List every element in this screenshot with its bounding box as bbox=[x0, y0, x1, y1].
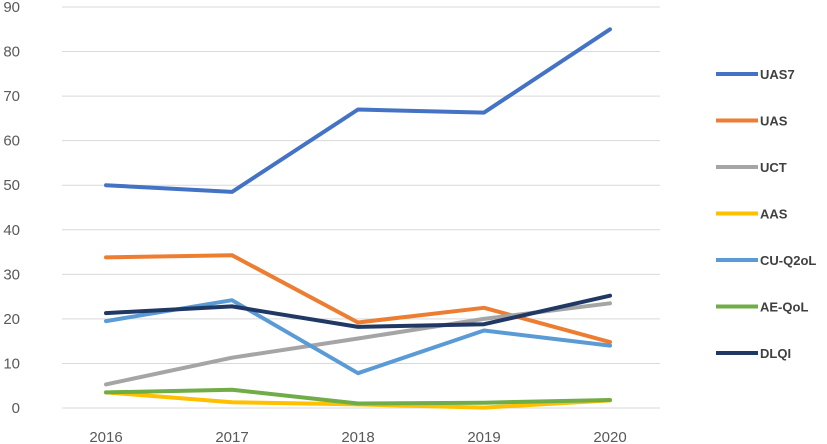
x-tick-label: 2016 bbox=[89, 429, 122, 444]
y-tick-label: 0 bbox=[12, 400, 20, 417]
y-axis-ticks: 0 10 20 30 40 50 60 70 80 90 bbox=[3, 0, 20, 417]
x-tick-label: 2020 bbox=[593, 429, 626, 444]
y-tick-label: 80 bbox=[3, 44, 20, 61]
x-tick-label: 2018 bbox=[341, 429, 374, 444]
y-tick-label: 70 bbox=[3, 88, 20, 105]
series-line-dlqi bbox=[104, 293, 612, 329]
legend-label: DLQI bbox=[760, 346, 791, 361]
y-tick-label: 40 bbox=[3, 222, 20, 239]
x-tick-label: 2017 bbox=[215, 429, 248, 444]
series-line-ae-qol bbox=[104, 387, 612, 406]
series-line-uas bbox=[104, 253, 612, 345]
y-tick-label: 30 bbox=[3, 266, 20, 283]
legend: UAS7 UAS UCT AAS CU-Q2oL AE-QoL DLQI bbox=[716, 67, 816, 361]
legend-label: AE-QoL bbox=[760, 300, 808, 315]
y-tick-label: 10 bbox=[3, 355, 20, 372]
series-line-uas7 bbox=[104, 27, 612, 194]
legend-label: AAS bbox=[760, 207, 788, 222]
y-tick-label: 60 bbox=[3, 133, 20, 150]
y-tick-label: 50 bbox=[3, 177, 20, 194]
legend-label: UAS7 bbox=[760, 67, 795, 82]
x-tick-label: 2019 bbox=[467, 429, 500, 444]
gridlines bbox=[62, 6, 660, 409]
legend-label: CU-Q2oL bbox=[760, 253, 816, 268]
legend-label: UCT bbox=[760, 160, 787, 175]
y-tick-label: 90 bbox=[3, 0, 20, 16]
x-axis-ticks: 2016 2017 2018 2019 2020 bbox=[89, 429, 626, 444]
y-tick-label: 20 bbox=[3, 311, 20, 328]
legend-label: UAS bbox=[760, 114, 788, 129]
series-lines bbox=[104, 27, 612, 410]
